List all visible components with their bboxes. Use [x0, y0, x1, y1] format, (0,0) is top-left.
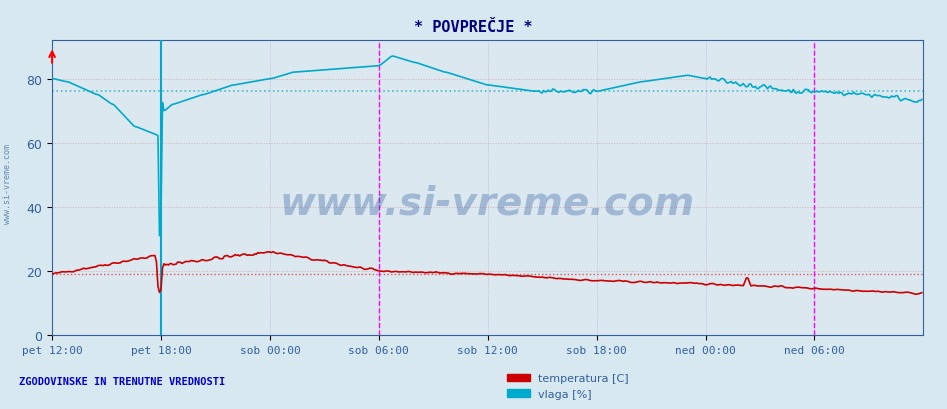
Text: * POVPREČJE *: * POVPREČJE *: [414, 20, 533, 36]
Text: ZGODOVINSKE IN TRENUTNE VREDNOSTI: ZGODOVINSKE IN TRENUTNE VREDNOSTI: [19, 376, 225, 386]
Legend: temperatura [C], vlaga [%]: temperatura [C], vlaga [%]: [503, 369, 634, 403]
Text: www.si-vreme.com: www.si-vreme.com: [280, 184, 695, 222]
Text: www.si-vreme.com: www.si-vreme.com: [3, 144, 12, 224]
